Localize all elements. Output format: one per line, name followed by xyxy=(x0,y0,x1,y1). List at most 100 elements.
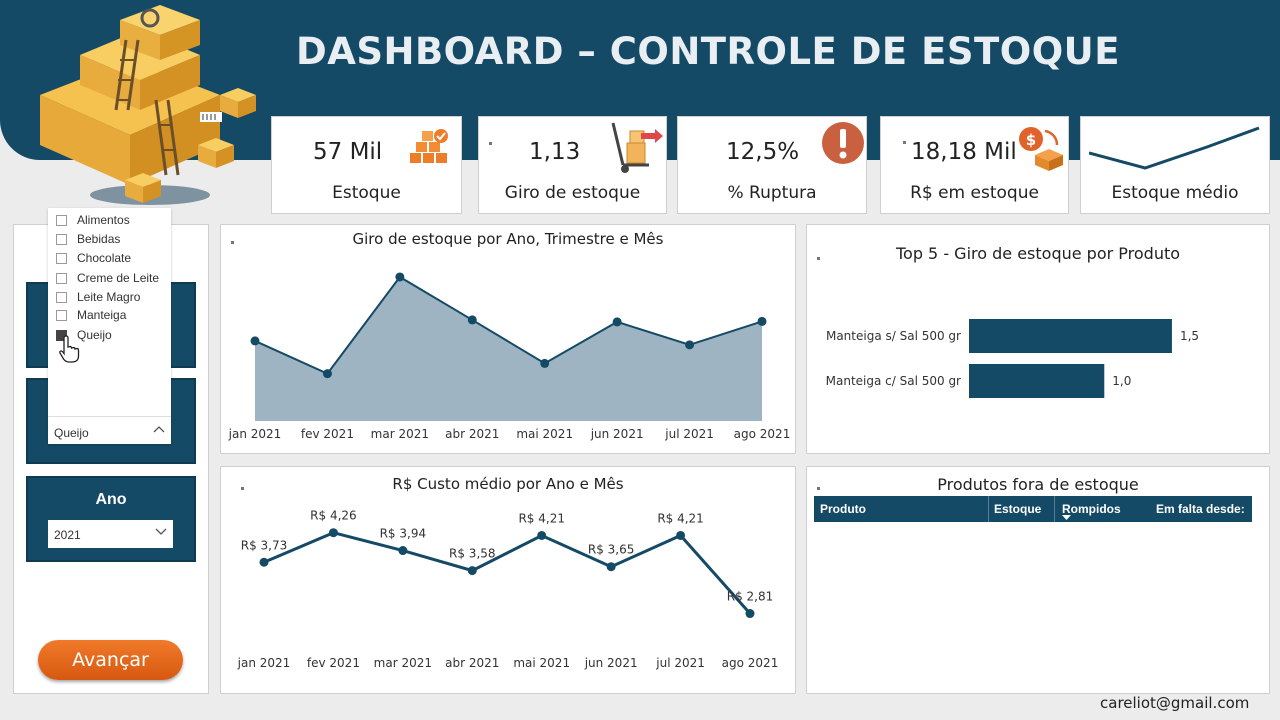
x-tick-label-6: jul 2021 xyxy=(655,656,705,670)
x-tick-label-7: ago 2021 xyxy=(722,656,779,670)
visual-marker xyxy=(817,487,820,490)
visual-marker xyxy=(903,141,906,144)
data-point-5 xyxy=(612,317,622,327)
hand-truck-icon xyxy=(611,122,663,173)
custo-chart-panel: R$ Custo médio por Ano e Mês R$ 3,73 jan … xyxy=(220,466,796,694)
option-label: Alimentos xyxy=(77,213,130,227)
option-alimentos[interactable]: Alimentos xyxy=(56,212,130,228)
chevron-down-icon[interactable] xyxy=(155,528,167,536)
data-label-4: R$ 4,21 xyxy=(518,511,565,525)
chevron-up-icon[interactable] xyxy=(153,425,165,433)
checkbox[interactable] xyxy=(56,291,67,303)
money-box-icon: $ xyxy=(1019,127,1063,171)
boxes-icon xyxy=(410,129,448,163)
hand-pointer-icon xyxy=(59,335,80,363)
data-point-6 xyxy=(676,530,686,540)
kpi-label-estoque: Estoque xyxy=(332,183,401,203)
option-manteiga[interactable]: Manteiga xyxy=(56,307,126,323)
area-fill xyxy=(255,276,762,421)
kpi-card-ruptura: 12,5% % Ruptura xyxy=(677,116,867,214)
option-leite-magro[interactable]: Leite Magro xyxy=(56,289,140,305)
option-creme-de-leite[interactable]: Creme de Leite xyxy=(56,270,159,286)
category-dropdown-list: Alimentos Bebidas Chocolate Creme de Lei… xyxy=(48,208,171,444)
column-divider xyxy=(1054,496,1055,522)
x-tick-label-1: fev 2021 xyxy=(301,427,354,441)
data-label-2: R$ 3,94 xyxy=(380,527,427,541)
visual-marker xyxy=(489,142,492,145)
column-estoque[interactable]: Estoque xyxy=(994,502,1042,516)
custo-line-chart: R$ 3,73 jan 2021 R$ 4,26 fev 2021 R$ 3,94 mar… xyxy=(237,509,779,670)
x-tick-label-3: abr 2021 xyxy=(445,427,499,441)
giro-chart-panel: Giro de estoque por Ano, Trimestre e Mês… xyxy=(220,224,796,454)
data-point-4 xyxy=(540,358,550,368)
x-tick-label-2: mar 2021 xyxy=(371,427,429,441)
kpi-card-estoque-medio: Estoque médio xyxy=(1080,116,1270,214)
data-point-1 xyxy=(328,528,338,538)
option-label: Manteiga xyxy=(77,308,127,322)
data-label-6: R$ 4,21 xyxy=(657,511,704,525)
category-dropdown-header[interactable]: Queijo xyxy=(48,416,171,444)
kpi-value-estoque: 57 Mil xyxy=(313,139,383,165)
data-point-3 xyxy=(467,315,477,325)
kpi-value-valor-estoque: 18,18 Mil xyxy=(911,139,1017,165)
checkbox-checked[interactable] xyxy=(56,329,67,341)
x-tick-label-7: ago 2021 xyxy=(734,427,791,441)
option-bebidas[interactable]: Bebidas xyxy=(56,231,120,247)
x-tick-label-0: jan 2021 xyxy=(228,427,282,441)
x-tick-label-3: abr 2021 xyxy=(445,656,499,670)
data-point-3 xyxy=(467,566,477,576)
bar-value-label-1: 1,0 xyxy=(1112,374,1131,388)
bar-1 xyxy=(969,364,1105,398)
data-point-1 xyxy=(322,369,332,379)
stock-table-title: Produtos fora de estoque xyxy=(937,475,1139,494)
checkbox[interactable] xyxy=(56,214,67,226)
kpi-value-ruptura: 12,5% xyxy=(726,139,800,165)
bar-value-label-0: 1,5 xyxy=(1180,329,1199,343)
checkbox[interactable] xyxy=(56,309,67,321)
kpi-value-giro: 1,13 xyxy=(529,139,581,165)
data-label-7: R$ 2,81 xyxy=(727,590,774,604)
year-selected-value: 2021 xyxy=(54,528,81,542)
data-point-7 xyxy=(757,316,767,326)
data-label-3: R$ 3,58 xyxy=(449,547,496,561)
sparkline-icon xyxy=(1089,126,1260,170)
data-point-7 xyxy=(745,609,755,619)
data-point-4 xyxy=(537,530,547,540)
custo-chart-title: R$ Custo médio por Ano e Mês xyxy=(392,475,624,493)
option-queijo[interactable]: Queijo xyxy=(56,327,112,343)
option-chocolate[interactable]: Chocolate xyxy=(56,250,131,266)
column-em-falta[interactable]: Em falta desde: xyxy=(1156,502,1245,516)
giro-chart-title: Giro de estoque por Ano, Trimestre e Mês xyxy=(352,230,664,248)
option-label: Leite Magro xyxy=(77,290,141,304)
column-rompidos[interactable]: Rompidos xyxy=(1062,502,1121,516)
data-label-0: R$ 3,73 xyxy=(241,538,288,552)
data-point-0 xyxy=(259,557,269,567)
data-label-5: R$ 3,65 xyxy=(588,543,635,557)
option-label: Bebidas xyxy=(77,232,121,246)
top5-bar-chart: Manteiga s/ Sal 500 gr 1,5 Manteiga c/ Sal… xyxy=(826,319,1199,398)
x-tick-label-1: fev 2021 xyxy=(307,656,360,670)
year-select[interactable]: 2021 xyxy=(48,520,173,548)
page-title: DASHBOARD – CONTROLE DE ESTOQUE xyxy=(296,30,1120,73)
stock-table-header: Produto Estoque Rompidos Em falta desde: xyxy=(814,496,1252,522)
x-tick-label-6: jul 2021 xyxy=(664,427,714,441)
option-label: Queijo xyxy=(77,328,112,342)
footer-email: careliot@gmail.com xyxy=(1100,694,1250,712)
sort-desc-icon[interactable] xyxy=(1062,515,1071,520)
data-point-2 xyxy=(395,272,405,282)
kpi-card-estoque: 57 Mil Estoque xyxy=(271,116,462,214)
avancar-button[interactable]: Avançar xyxy=(38,640,183,680)
giro-area-chart: jan 2021 fev 2021 mar 2021 abr 2021 mai 2021… xyxy=(228,272,791,441)
data-point-2 xyxy=(398,546,408,556)
x-tick-label-4: mai 2021 xyxy=(513,656,570,670)
warehouse-boxes-icon xyxy=(40,5,256,205)
column-produto[interactable]: Produto xyxy=(820,502,866,516)
visual-marker xyxy=(241,487,244,490)
area-line xyxy=(254,275,763,375)
top5-chart-title: Top 5 - Giro de estoque por Produto xyxy=(895,244,1181,263)
kpi-label-estoque-medio: Estoque médio xyxy=(1111,183,1239,203)
checkbox[interactable] xyxy=(56,252,67,264)
checkbox[interactable] xyxy=(56,272,67,284)
year-slicer: Ano 2021 xyxy=(26,476,196,562)
checkbox[interactable] xyxy=(56,233,67,245)
